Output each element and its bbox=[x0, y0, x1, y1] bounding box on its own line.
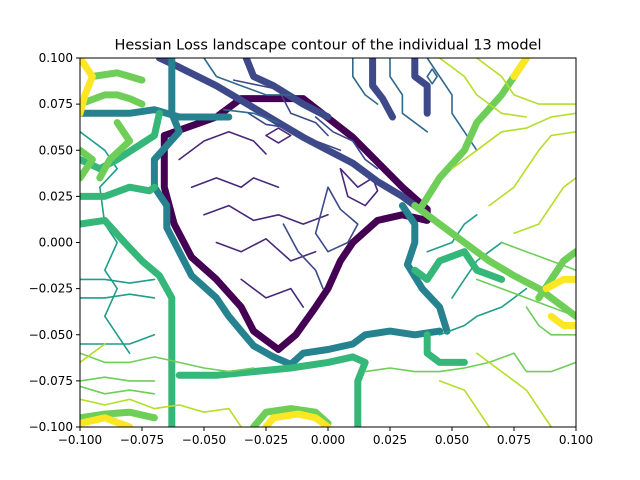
contour-level-7-line-3 bbox=[175, 353, 369, 427]
y-tick-label: −0.050 bbox=[29, 328, 73, 342]
contour-level-8-line-7 bbox=[513, 352, 576, 373]
contour-level-6-line-3 bbox=[80, 334, 156, 345]
contour-level-9-line-1 bbox=[88, 69, 146, 84]
x-tick-label: 0.050 bbox=[435, 433, 469, 447]
contour-level-7-line-4 bbox=[411, 248, 506, 283]
y-tick-label: −0.100 bbox=[29, 420, 73, 434]
contour-level-9-line-5 bbox=[418, 58, 530, 210]
contour-level-4-line-2 bbox=[389, 58, 428, 133]
contour-level-10-line-0 bbox=[438, 58, 528, 118]
contour-level-3-line-0 bbox=[155, 58, 419, 210]
contour-level-8-line-4 bbox=[476, 278, 576, 318]
contour-level-9-line-4 bbox=[80, 146, 96, 182]
contour-level-9-line-3 bbox=[96, 119, 134, 182]
contour-level-11-line-1 bbox=[510, 58, 530, 80]
chart-title: Hessian Loss landscape contour of the in… bbox=[114, 38, 541, 54]
contour-level-10-line-6 bbox=[438, 380, 490, 427]
y-tick-label: 0.050 bbox=[39, 143, 73, 157]
contour-level-7-line-5 bbox=[423, 331, 468, 366]
contour-level-1-line-4 bbox=[240, 278, 304, 308]
contour-level-6-line-1 bbox=[80, 278, 156, 284]
y-tick-label: 0.075 bbox=[39, 97, 73, 111]
contour-level-8-line-1 bbox=[80, 376, 156, 382]
x-axis: −0.100 −0.075 −0.050 −0.025 0.000 0.025 0.050 0… bbox=[58, 427, 593, 447]
x-tick-label: 0.025 bbox=[373, 433, 407, 447]
y-tick-label: 0.100 bbox=[39, 51, 73, 65]
contour-level-2-line-4 bbox=[282, 223, 324, 290]
contour-level-2-line-0 bbox=[233, 79, 329, 137]
contour-level-1-line-0 bbox=[178, 131, 267, 161]
contour-level-4-line-4 bbox=[352, 58, 379, 105]
y-tick-label: 0.025 bbox=[39, 189, 73, 203]
contour-level-3-line-2 bbox=[369, 58, 396, 121]
contour-level-8-line-0 bbox=[80, 352, 255, 373]
contour-level-1-line-2 bbox=[203, 204, 329, 225]
contour-level-9-line-7 bbox=[80, 408, 158, 422]
contour-lines bbox=[80, 58, 576, 427]
contour-level-1-line-6 bbox=[265, 127, 292, 144]
contour-level-6-line-5 bbox=[451, 241, 503, 299]
y-tick-label: −0.025 bbox=[29, 282, 73, 296]
contour-level-11-line-3 bbox=[80, 414, 134, 427]
contour-level-8-line-6 bbox=[525, 306, 576, 336]
contour-level-9-line-8 bbox=[250, 405, 332, 427]
x-tick-label: 0.100 bbox=[559, 433, 593, 447]
contour-level-4-line-0 bbox=[203, 58, 292, 96]
x-tick-label: 0.000 bbox=[311, 433, 345, 447]
contour-level-7-line-2 bbox=[80, 216, 176, 427]
contour-level-10-line-3 bbox=[488, 131, 576, 207]
contour-level-10-line-5 bbox=[476, 352, 552, 427]
contour-level-2-line-2 bbox=[314, 116, 379, 170]
contour-level-0-line-0 bbox=[160, 95, 431, 353]
x-tick-label: −0.100 bbox=[58, 433, 102, 447]
contour-level-7-line-1 bbox=[80, 183, 158, 200]
contour-level-10-line-2 bbox=[451, 112, 576, 170]
contour-level-1-line-1 bbox=[190, 177, 280, 188]
x-tick-label: −0.050 bbox=[182, 433, 226, 447]
x-tick-label: 0.075 bbox=[497, 433, 531, 447]
contour-level-11-line-4 bbox=[262, 410, 332, 427]
y-axis: −0.100 −0.075 −0.050 −0.025 0.000 0.025 0.050 0… bbox=[29, 51, 80, 434]
contour-level-4-line-1 bbox=[223, 108, 280, 124]
contour-level-11-line-2 bbox=[542, 275, 576, 293]
contour-level-3-line-3 bbox=[411, 58, 431, 117]
contour-level-9-line-2 bbox=[411, 202, 576, 320]
contour-level-10-line-8 bbox=[80, 343, 106, 364]
contour-level-3-line-1 bbox=[242, 58, 332, 121]
contour-level-6-line-6 bbox=[426, 214, 478, 253]
contour-level-11-line-5 bbox=[547, 312, 576, 329]
contour-level-7-line-0 bbox=[80, 109, 163, 173]
y-tick-label: −0.075 bbox=[29, 374, 73, 388]
contour-level-10-line-4 bbox=[513, 177, 576, 235]
contour-level-8-line-2 bbox=[80, 385, 156, 395]
contour-level-1-line-3 bbox=[215, 238, 317, 262]
contour-level-11-line-0 bbox=[80, 58, 96, 117]
contour-level-5-line-2 bbox=[80, 106, 233, 121]
contour-level-2-line-3 bbox=[314, 186, 359, 253]
contour-level-10-line-7 bbox=[80, 398, 242, 427]
contour-level-5-line-1 bbox=[398, 202, 451, 335]
contour-level-6-line-4 bbox=[438, 287, 528, 336]
contour-level-4-line-3 bbox=[426, 58, 478, 152]
contour-level-9-line-0 bbox=[80, 91, 146, 108]
contour-level-1-line-5 bbox=[339, 167, 379, 207]
x-tick-label: −0.025 bbox=[244, 433, 288, 447]
contour-level-5-line-0 bbox=[150, 58, 444, 368]
x-tick-label: −0.075 bbox=[120, 433, 164, 447]
y-tick-label: 0.000 bbox=[39, 236, 73, 250]
contour-level-6-line-2 bbox=[80, 293, 156, 299]
contour-level-10-line-1 bbox=[476, 58, 576, 105]
contour-level-4-line-5 bbox=[426, 68, 438, 85]
